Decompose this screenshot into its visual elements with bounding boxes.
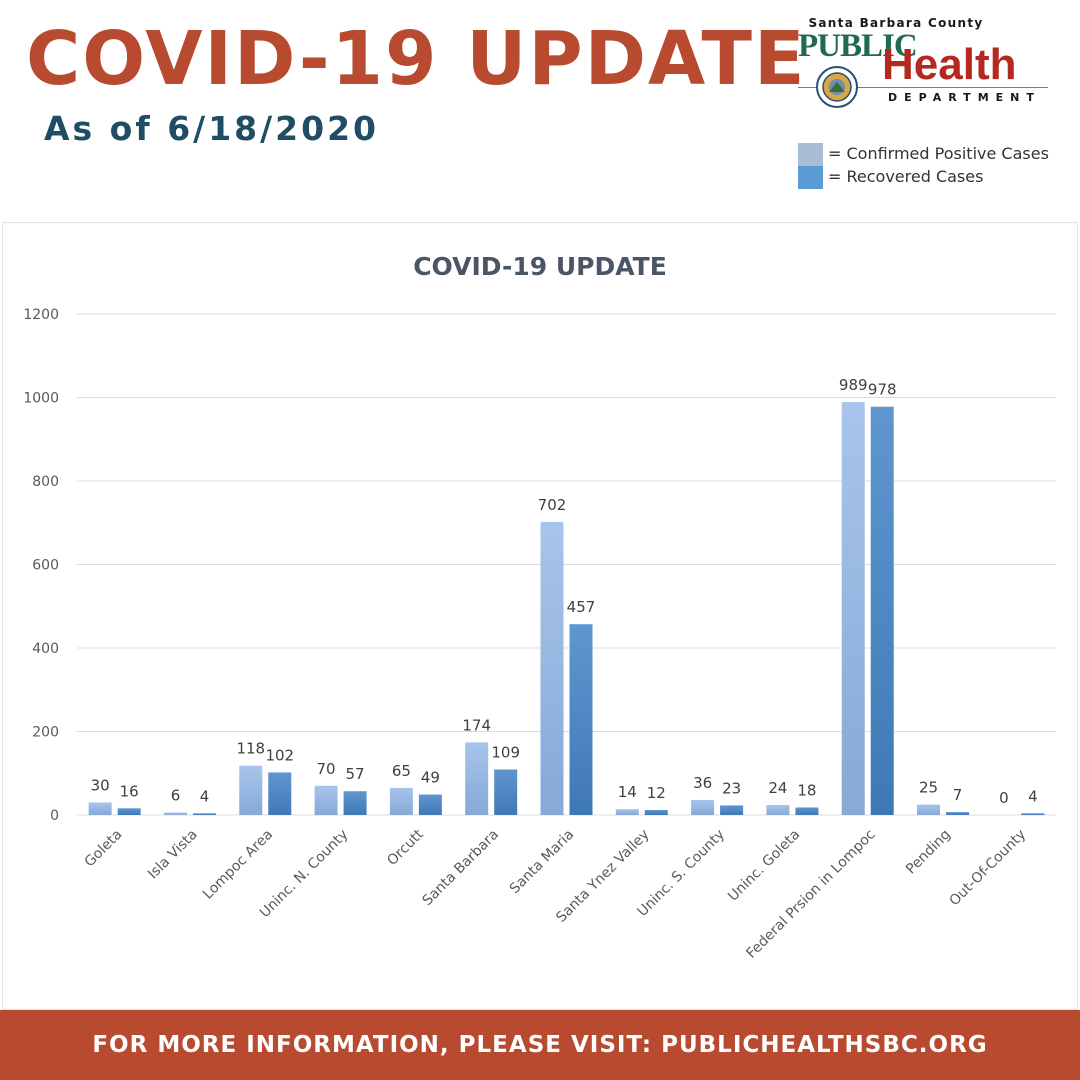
data-label-confirmed: 70 [317, 760, 336, 778]
data-label-confirmed: 24 [768, 779, 787, 797]
data-label-recovered: 7 [953, 786, 963, 804]
bar-recovered [644, 809, 668, 815]
data-label-recovered: 16 [120, 782, 139, 800]
bar-confirmed [766, 804, 790, 815]
data-label-recovered: 4 [200, 787, 210, 805]
data-label-confirmed: 989 [839, 376, 868, 394]
bar-confirmed [615, 809, 639, 815]
bar-confirmed [239, 765, 263, 815]
x-category-label: Lompoc Area [200, 827, 276, 903]
data-label-recovered: 4 [1028, 787, 1038, 805]
y-tick-label: 200 [32, 725, 59, 741]
bar-confirmed [163, 812, 187, 815]
data-label-confirmed: 0 [999, 789, 1009, 807]
chart-title: COVID-19 UPDATE [413, 252, 667, 281]
legend-label-recovered: = Recovered Cases [828, 167, 984, 186]
bar-recovered [494, 769, 518, 815]
data-label-recovered: 49 [421, 769, 440, 787]
x-category-label: Federal Prsion in Lompoc [743, 827, 878, 962]
bar-confirmed [691, 799, 715, 815]
bar-confirmed [917, 804, 941, 815]
x-category-label: Pending [903, 827, 954, 878]
bar-recovered [1021, 813, 1045, 815]
bar-recovered [870, 406, 894, 815]
data-label-recovered: 12 [647, 784, 666, 802]
legend-swatch-recovered [798, 166, 823, 189]
logo-divider [798, 87, 1048, 88]
data-label-confirmed: 174 [462, 716, 491, 734]
bar-confirmed [88, 802, 112, 815]
legend-swatch-confirmed [798, 143, 823, 166]
data-label-confirmed: 6 [171, 786, 181, 804]
data-label-recovered: 102 [265, 746, 294, 764]
page-subtitle: As of 6/18/2020 [44, 109, 380, 148]
bar-recovered [117, 808, 141, 815]
legend-label-confirmed: = Confirmed Positive Cases [828, 144, 1049, 163]
bar-confirmed [389, 787, 413, 815]
bar-confirmed [465, 742, 489, 815]
y-tick-label: 600 [32, 558, 59, 574]
y-tick-label: 400 [32, 641, 59, 657]
data-label-confirmed: 36 [693, 774, 712, 792]
data-label-recovered: 57 [346, 765, 365, 783]
bar-chart: COVID-19 UPDATE 0 200 400 600 800 1000 1200 30 16… [23, 252, 1056, 962]
bar-confirmed [540, 521, 564, 815]
data-label-confirmed: 30 [91, 776, 110, 794]
public-health-logo: Santa Barbara County PUBLIC Health DEPAR… [798, 16, 1058, 116]
x-category-label: Santa Maria [507, 827, 578, 898]
logo-department-text: DEPARTMENT [888, 91, 1041, 104]
bar-recovered [268, 772, 292, 815]
data-label-confirmed: 14 [618, 783, 637, 801]
logo-health-text: Health [882, 40, 1017, 89]
x-category-label: Uninc. Goleta [725, 827, 803, 905]
bar-recovered [720, 805, 744, 815]
bar-recovered [343, 791, 367, 815]
data-label-recovered: 18 [797, 781, 816, 799]
bar-recovered [192, 813, 216, 815]
logo-county-text: Santa Barbara County [808, 16, 984, 30]
data-label-recovered: 457 [567, 598, 596, 616]
bar-recovered [418, 794, 442, 815]
x-category-label: Isla Vista [145, 827, 201, 883]
y-tick-label: 1200 [23, 307, 59, 323]
logo-public-text: PUBLIC [798, 28, 918, 64]
county-seal-icon [816, 66, 858, 108]
bar-recovered [946, 812, 970, 815]
bar-confirmed [841, 402, 865, 815]
y-tick-label: 1000 [23, 391, 59, 407]
bar-confirmed [314, 785, 338, 815]
data-label-confirmed: 702 [538, 496, 567, 514]
x-category-label: Santa Barbara [420, 827, 502, 909]
x-category-label: Orcutt [384, 826, 427, 869]
y-tick-label: 800 [32, 474, 59, 490]
x-category-label: Goleta [82, 827, 126, 871]
data-label-confirmed: 25 [919, 779, 938, 797]
page-title: COVID-19 UPDATE [26, 16, 807, 102]
bar-recovered [569, 624, 593, 815]
data-label-recovered: 978 [868, 381, 897, 399]
y-tick-label: 0 [50, 808, 59, 824]
footer-text: FOR MORE INFORMATION, PLEASE VISIT: PUBL… [92, 1032, 988, 1058]
chart-panel: COVID-19 UPDATE 0 200 400 600 800 1000 1200 30 16… [2, 222, 1078, 1010]
data-label-recovered: 23 [722, 779, 741, 797]
footer-banner: FOR MORE INFORMATION, PLEASE VISIT: PUBL… [0, 1010, 1080, 1080]
data-label-confirmed: 118 [236, 740, 265, 758]
x-category-label: Out-Of-County [946, 827, 1029, 910]
data-label-recovered: 109 [491, 743, 520, 761]
bar-recovered [795, 807, 819, 815]
data-label-confirmed: 65 [392, 762, 411, 780]
